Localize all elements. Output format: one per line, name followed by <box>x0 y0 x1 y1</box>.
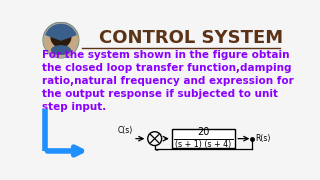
Text: ratio,natural frequency and expression for: ratio,natural frequency and expression f… <box>42 76 293 86</box>
FancyBboxPatch shape <box>172 129 235 148</box>
Wedge shape <box>45 23 77 40</box>
Circle shape <box>51 27 71 47</box>
Text: For the system shown in the figure obtain: For the system shown in the figure obtai… <box>42 50 289 60</box>
Text: step input.: step input. <box>42 102 106 112</box>
Ellipse shape <box>54 39 68 48</box>
Text: the output response if subjected to unit: the output response if subjected to unit <box>42 89 277 99</box>
Text: -: - <box>156 146 158 155</box>
Text: C(s): C(s) <box>118 126 133 135</box>
Text: R(s): R(s) <box>255 134 271 143</box>
Ellipse shape <box>52 46 70 54</box>
Text: 20: 20 <box>197 127 210 137</box>
Circle shape <box>44 23 78 57</box>
Text: the closed loop transfer function,damping: the closed loop transfer function,dampin… <box>42 63 291 73</box>
Text: (s + 1) (s + 4): (s + 1) (s + 4) <box>175 140 232 149</box>
Circle shape <box>43 22 79 58</box>
Text: CONTROL SYSTEM: CONTROL SYSTEM <box>99 29 283 47</box>
